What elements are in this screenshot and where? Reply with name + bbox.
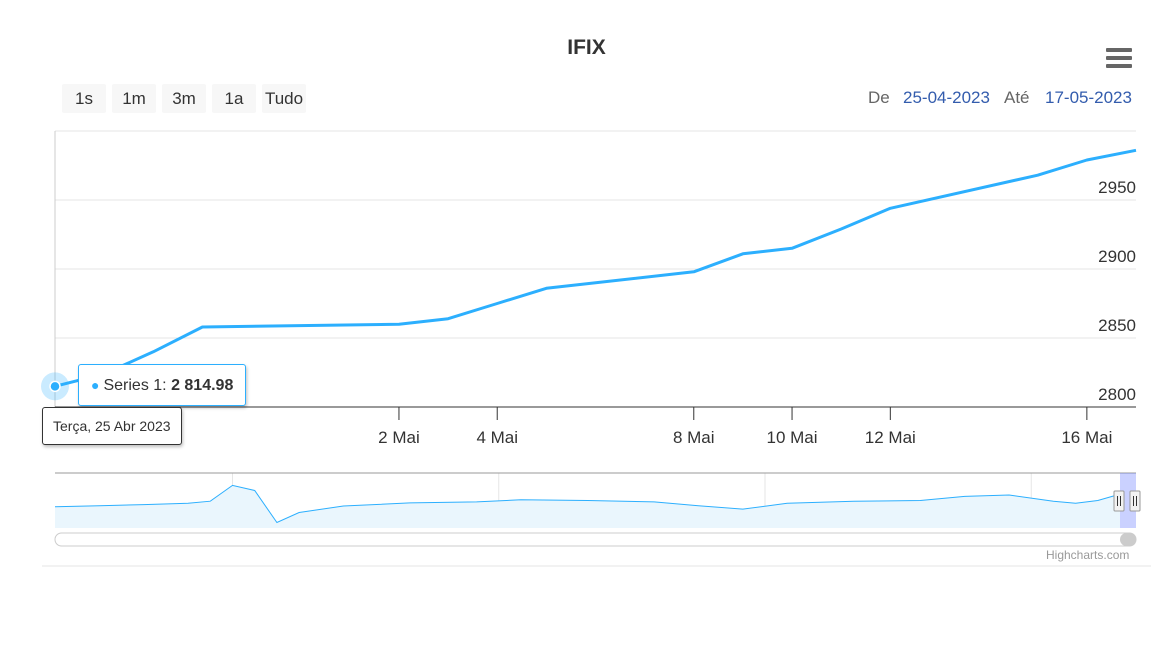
range-button-3m[interactable]: 3m — [162, 84, 206, 113]
scrollbar-thumb[interactable] — [1120, 533, 1136, 546]
range-button-1s[interactable]: 1s — [62, 84, 106, 113]
credits-link[interactable]: Highcharts.com — [1046, 548, 1130, 562]
x-tick-label: 16 Mai — [1061, 428, 1112, 447]
y-tick-label: 2950 — [1098, 178, 1136, 197]
tooltip-series-marker: ● — [91, 377, 100, 393]
range-button-1m[interactable]: 1m — [112, 84, 156, 113]
from-date-input[interactable]: 25-04-2023 — [903, 88, 990, 107]
x-tick-label: 8 Mai — [673, 428, 715, 447]
from-label: De — [868, 88, 890, 107]
y-tick-label: 2850 — [1098, 316, 1136, 335]
x-tick-label: 10 Mai — [767, 428, 818, 447]
handle-body — [1113, 490, 1125, 512]
y-tick-label: 2800 — [1098, 385, 1136, 404]
x-tick-label: 12 Mai — [865, 428, 916, 447]
navigator-line — [54, 484, 1121, 524]
handle-body — [1129, 490, 1141, 512]
range-button-1a[interactable]: 1a — [212, 84, 256, 113]
x-tick-label: 4 Mai — [476, 428, 518, 447]
x-tick-label: 2 Mai — [378, 428, 420, 447]
chart-title: IFIX — [567, 36, 606, 59]
to-label: Até — [1004, 88, 1030, 107]
scrollbar-track[interactable] — [54, 532, 1137, 547]
hover-marker — [49, 380, 61, 393]
crosshair-date-label: Terça, 25 Abr 2023 — [42, 407, 182, 445]
navigator-area — [55, 485, 1120, 528]
navigator-right-handle[interactable] — [1129, 490, 1141, 512]
navigator-selected-range — [1120, 473, 1136, 528]
series-tooltip: ● Series 1: 2 814.98 — [78, 364, 247, 406]
tooltip-value: 2 814.98 — [171, 377, 234, 394]
series-line — [54, 148, 1137, 388]
to-date-input[interactable]: 17-05-2023 — [1045, 88, 1132, 107]
navigator-left-handle[interactable] — [1113, 490, 1125, 512]
hamburger-menu-icon[interactable] — [1104, 48, 1134, 72]
tooltip-series-name: Series 1 — [103, 377, 163, 394]
range-button-all[interactable]: Tudo — [262, 84, 306, 113]
y-tick-label: 2900 — [1098, 247, 1136, 266]
